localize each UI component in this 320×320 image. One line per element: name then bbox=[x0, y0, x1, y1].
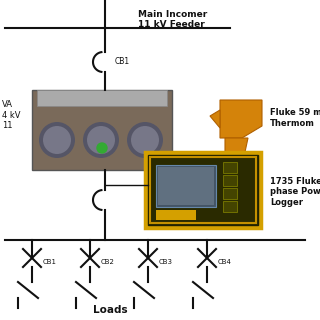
Text: VA
4 kV
11: VA 4 kV 11 bbox=[2, 100, 20, 130]
FancyBboxPatch shape bbox=[223, 188, 237, 199]
FancyBboxPatch shape bbox=[32, 90, 172, 170]
Text: Main Incomer
11 kV Feeder: Main Incomer 11 kV Feeder bbox=[138, 10, 207, 29]
Text: CB1: CB1 bbox=[43, 259, 57, 265]
Circle shape bbox=[43, 126, 71, 154]
FancyBboxPatch shape bbox=[148, 155, 258, 225]
FancyBboxPatch shape bbox=[223, 175, 237, 186]
FancyBboxPatch shape bbox=[158, 167, 214, 205]
Text: CB2: CB2 bbox=[101, 259, 115, 265]
Circle shape bbox=[131, 126, 159, 154]
Polygon shape bbox=[210, 110, 220, 128]
Polygon shape bbox=[225, 138, 248, 166]
Polygon shape bbox=[220, 100, 262, 138]
Circle shape bbox=[97, 143, 107, 153]
Circle shape bbox=[87, 126, 115, 154]
Text: CB3: CB3 bbox=[159, 259, 173, 265]
FancyBboxPatch shape bbox=[156, 210, 196, 220]
Text: CB1: CB1 bbox=[115, 57, 130, 66]
FancyBboxPatch shape bbox=[37, 90, 167, 106]
FancyBboxPatch shape bbox=[223, 201, 237, 212]
Circle shape bbox=[39, 122, 75, 158]
FancyBboxPatch shape bbox=[156, 165, 216, 207]
Circle shape bbox=[83, 122, 119, 158]
FancyBboxPatch shape bbox=[145, 152, 261, 228]
FancyBboxPatch shape bbox=[223, 162, 237, 173]
Text: Fluke 59 mini
Thermom: Fluke 59 mini Thermom bbox=[270, 108, 320, 128]
Circle shape bbox=[127, 122, 163, 158]
Text: CB4: CB4 bbox=[218, 259, 232, 265]
Text: Loads: Loads bbox=[93, 305, 127, 315]
Text: 1735 Fluke 3
phase Power
Logger: 1735 Fluke 3 phase Power Logger bbox=[270, 177, 320, 207]
